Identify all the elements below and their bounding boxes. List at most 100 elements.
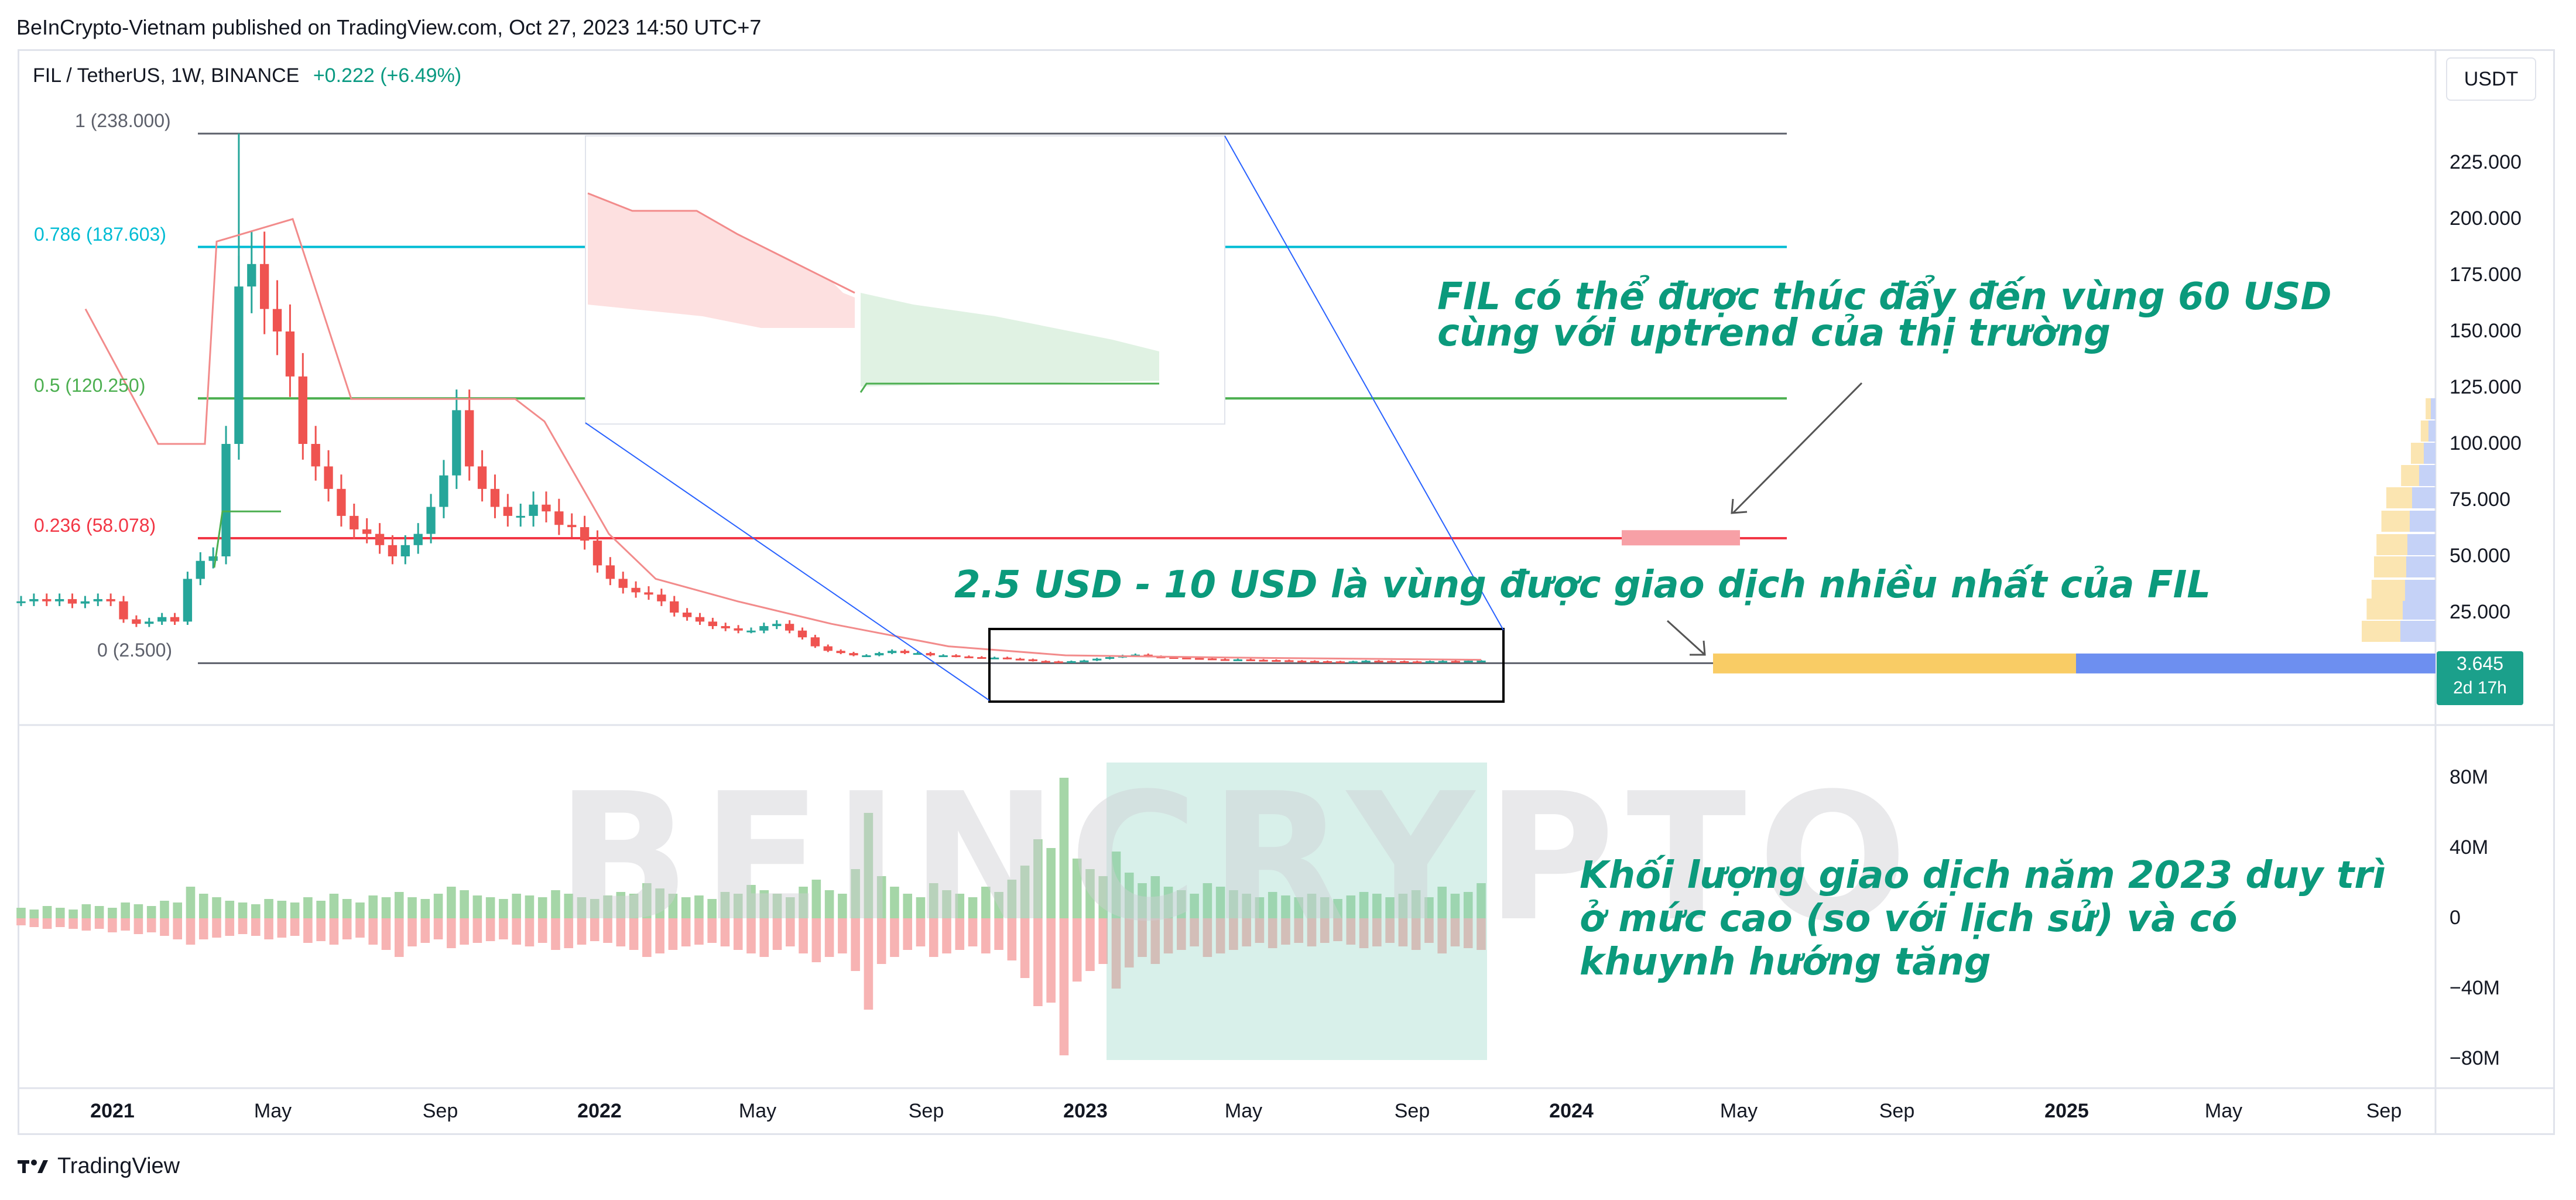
candle-body bbox=[1464, 661, 1473, 663]
volume-sell-bar bbox=[460, 918, 469, 945]
publisher-header: BeInCrypto-Vietnam published on TradingV… bbox=[16, 15, 762, 39]
candle-body bbox=[490, 488, 500, 507]
annotation-volume-line-2: ở mức cao (so với lịch sử) và có bbox=[1580, 897, 2238, 941]
volume-sell-bar bbox=[1398, 918, 1408, 946]
x-tick-label: 2021 bbox=[90, 1100, 135, 1122]
volume-sell-bar bbox=[929, 918, 938, 957]
volume-sell-bar bbox=[238, 918, 248, 934]
volume-profile-sell-bar bbox=[2076, 653, 2435, 673]
annotation-volume-line-1: Khối lượng giao dịch năm 2023 duy trì bbox=[1580, 854, 2386, 897]
x-tick-label: 2024 bbox=[1549, 1100, 1594, 1122]
candle-body bbox=[1284, 660, 1294, 662]
candle-body bbox=[810, 637, 820, 647]
volume-buy-bar bbox=[186, 887, 196, 918]
annotation-volume: Khối lượng giao dịch năm 2023 duy trì ở … bbox=[1580, 854, 2386, 984]
volume-buy-bar bbox=[81, 904, 91, 918]
volume-buy-bar bbox=[1150, 876, 1160, 918]
volume-sell-bar bbox=[29, 918, 39, 927]
volume-buy-bar bbox=[1033, 839, 1043, 918]
volume-buy-bar bbox=[447, 887, 456, 918]
volume-sell-bar bbox=[1163, 918, 1173, 953]
candle-body bbox=[1374, 661, 1383, 663]
zoom-box bbox=[988, 628, 1505, 703]
volume-2023-highlight bbox=[1107, 763, 1487, 1060]
candle-body bbox=[1425, 661, 1435, 663]
candle-body bbox=[208, 556, 218, 561]
volume-sell-bar bbox=[1046, 918, 1056, 1003]
candle-body bbox=[862, 655, 871, 657]
volume-sell-bar bbox=[733, 918, 743, 950]
x-tick-label: May bbox=[1719, 1100, 1758, 1122]
footer: TradingView bbox=[18, 1154, 180, 1179]
volume-buy-bar bbox=[955, 894, 965, 918]
volume-buy-bar bbox=[1190, 894, 1199, 918]
volume-buy-bar bbox=[16, 908, 26, 918]
volume-buy-bar bbox=[864, 813, 873, 918]
volume-sell-bar bbox=[121, 918, 130, 931]
volume-buy-bar bbox=[251, 904, 261, 918]
candle-body bbox=[951, 655, 961, 657]
volume-sell-bar bbox=[1098, 918, 1108, 964]
volume-buy-bar bbox=[290, 902, 300, 918]
volume-sell-bar bbox=[316, 918, 326, 941]
volume-sell-bar bbox=[1268, 918, 1277, 948]
x-tick-label: Sep bbox=[2366, 1100, 2402, 1122]
footer-brand[interactable]: TradingView bbox=[57, 1154, 180, 1178]
volume-buy-bar bbox=[160, 901, 169, 918]
volume-tick-label: 40M bbox=[2450, 836, 2489, 859]
candle-body bbox=[1233, 659, 1242, 661]
volume-buy-bar bbox=[681, 897, 691, 918]
candle-body bbox=[196, 560, 205, 579]
volume-sell-bar bbox=[512, 918, 521, 945]
volume-buy-bar bbox=[786, 897, 795, 918]
volume-sell-bar bbox=[133, 918, 143, 934]
volume-buy-bar bbox=[212, 897, 221, 918]
inset-supertrend-line bbox=[587, 192, 855, 294]
symbol-legend: FIL / TetherUS, 1W, BINANCE +0.222 (+6.4… bbox=[33, 64, 461, 87]
candle-body bbox=[1067, 661, 1076, 663]
candle-body bbox=[183, 579, 193, 622]
volume-sell-bar bbox=[811, 918, 821, 962]
x-tick-label: 2025 bbox=[2044, 1100, 2089, 1122]
candle-body bbox=[1361, 661, 1371, 663]
symbol-name[interactable]: FIL / TetherUS, 1W, BINANCE bbox=[33, 64, 300, 87]
candle-body bbox=[900, 651, 910, 654]
volume-buy-bar bbox=[1046, 848, 1056, 918]
candle-body bbox=[1207, 658, 1217, 661]
candle-body bbox=[465, 410, 474, 467]
candle-body bbox=[157, 617, 167, 622]
price-change: +0.222 (+6.49%) bbox=[313, 64, 462, 87]
volume-profile-row bbox=[2405, 580, 2435, 601]
volume-sell-bar bbox=[1059, 918, 1069, 1055]
volume-sell-bar bbox=[564, 918, 574, 948]
volume-sell-bar bbox=[1333, 918, 1342, 941]
volume-sell-bar bbox=[1033, 918, 1043, 1006]
volume-sell-bar bbox=[851, 918, 860, 971]
volume-buy-bar bbox=[1477, 883, 1486, 918]
volume-sell-bar bbox=[603, 918, 612, 943]
last-price-tag: 3.645 2d 17h bbox=[2437, 651, 2523, 705]
currency-button[interactable]: USDT bbox=[2446, 57, 2536, 101]
candle-body bbox=[272, 309, 282, 331]
annotation-target-line-2: cùng với uptrend của thị trường bbox=[1437, 312, 2111, 355]
candle-body bbox=[797, 630, 807, 638]
candle-body bbox=[592, 541, 602, 566]
volume-buy-bar bbox=[1268, 892, 1277, 918]
candle-body bbox=[1028, 659, 1037, 661]
volume-sell-bar bbox=[786, 918, 795, 946]
volume-sell-bar bbox=[355, 918, 365, 938]
volume-buy-bar bbox=[876, 876, 886, 918]
volume-tick-label: −40M bbox=[2450, 977, 2500, 999]
candle-body bbox=[388, 545, 398, 556]
volume-sell-bar bbox=[1385, 918, 1395, 943]
candle-body bbox=[285, 331, 295, 377]
candle-body bbox=[1387, 661, 1396, 663]
volume-buy-bar bbox=[133, 904, 143, 918]
candle-body bbox=[682, 613, 692, 617]
volume-buy-bar bbox=[1281, 895, 1290, 918]
candle-body bbox=[785, 624, 794, 631]
volume-buy-bar bbox=[903, 894, 913, 918]
volume-sell-bar bbox=[1359, 918, 1369, 948]
volume-sell-bar bbox=[1307, 918, 1317, 946]
